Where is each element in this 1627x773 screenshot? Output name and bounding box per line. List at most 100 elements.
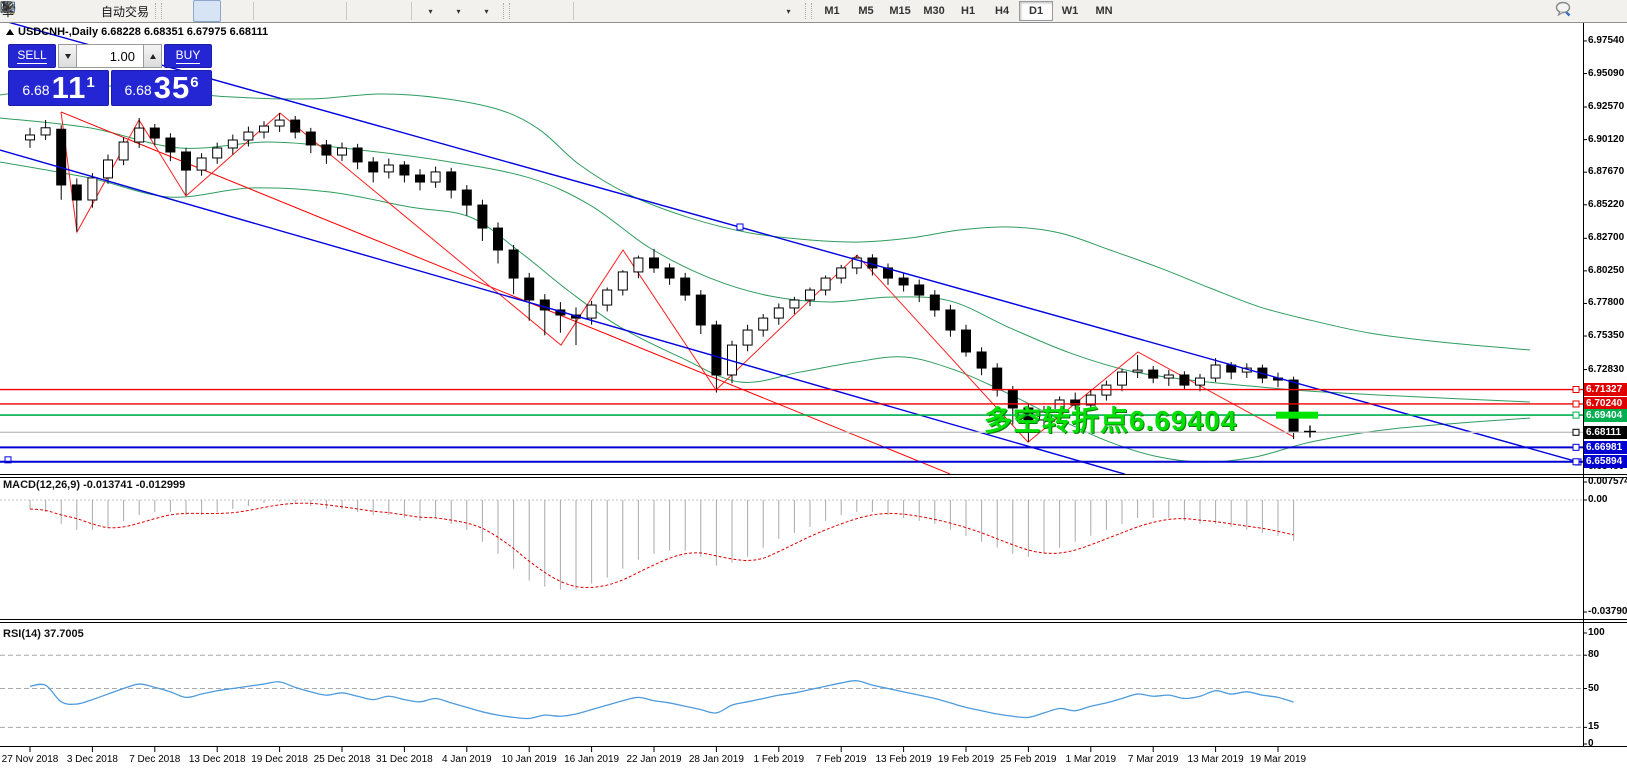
- candle: [415, 174, 425, 183]
- line-handle[interactable]: [1572, 400, 1580, 408]
- buy-button[interactable]: BUY: [164, 44, 212, 68]
- chart-shift-button[interactable]: [0, 0, 407, 22]
- equidistant-channel-tool-button[interactable]: E: [0, 0, 690, 22]
- indicators-button[interactable]: ▾: [1, 0, 444, 22]
- line-handle[interactable]: [1572, 458, 1580, 466]
- candle: [1070, 399, 1081, 406]
- line-handle[interactable]: [1572, 386, 1580, 394]
- chevron-down-icon: ▾: [428, 6, 433, 16]
- timeframe-button-m1[interactable]: M1: [824, 5, 840, 17]
- candle: [711, 324, 722, 376]
- toolbar-grip: [503, 3, 511, 19]
- trendline-tool-button[interactable]: [1, 0, 662, 22]
- timeframe-button-d1[interactable]: D1: [1019, 1, 1054, 21]
- candle: [165, 137, 176, 153]
- cursor-tool-button[interactable]: [3, 0, 541, 22]
- toolbar-separator: [573, 2, 575, 20]
- tile-windows-button[interactable]: [0, 0, 342, 22]
- horizontal-line-tool-button[interactable]: [1, 0, 634, 22]
- volume-increase-button[interactable]: [143, 44, 162, 68]
- timeframe-button-h4[interactable]: H4: [995, 5, 1010, 17]
- candle: [1148, 369, 1159, 379]
- sell-price-quote[interactable]: 6.68 11 1: [8, 70, 109, 106]
- candle: [321, 144, 332, 156]
- candle: [586, 304, 597, 319]
- price-axis-label: 6.97540: [1588, 34, 1625, 46]
- date-label: 7 Mar 2019: [1127, 754, 1179, 765]
- collapse-arrow-icon: [6, 29, 14, 35]
- trendline-handle[interactable]: [4, 456, 12, 464]
- price-tag: 6.69404: [1584, 408, 1627, 422]
- volume-input[interactable]: [77, 44, 143, 68]
- triangle-up-icon: [149, 53, 156, 59]
- price-tag: 6.68111: [1584, 425, 1627, 439]
- candle: [181, 151, 191, 171]
- line-handle[interactable]: [1572, 428, 1580, 436]
- candles: [25, 113, 1299, 443]
- candle: [1023, 407, 1034, 421]
- text-label-tool-button[interactable]: T: [1, 0, 774, 22]
- candle: [1163, 374, 1174, 379]
- timeframe-button-h1[interactable]: H1: [961, 5, 976, 17]
- price-tag: 6.71327: [1584, 383, 1627, 397]
- templates-button[interactable]: ▾: [1, 0, 500, 22]
- sell-button[interactable]: SELL: [8, 44, 56, 68]
- candle: [243, 131, 254, 141]
- macd-pane: [29, 500, 1295, 590]
- candle: [87, 177, 98, 201]
- text-tool-button[interactable]: A: [2, 0, 746, 22]
- cloud-icon[interactable]: [0, 0, 70, 22]
- timeframe-button-w1[interactable]: W1: [1061, 5, 1079, 17]
- timeframe-button-m30[interactable]: M30: [923, 5, 945, 17]
- timeframe-button-m15[interactable]: M15: [889, 5, 911, 17]
- candle: [290, 119, 301, 133]
- macd-scale-label: 0.00: [1588, 494, 1608, 505]
- crosshair-tool-button[interactable]: [1, 0, 569, 22]
- date-label: 28 Jan 2019: [688, 754, 744, 765]
- rsi-scale-label: 50: [1588, 682, 1600, 694]
- date-label: 25 Dec 2018: [313, 754, 371, 765]
- date-label: 1 Feb 2019: [753, 754, 805, 765]
- vertical-line-tool-button[interactable]: [4, 0, 606, 22]
- candle: [1117, 371, 1127, 386]
- date-label: 31 Dec 2018: [376, 754, 433, 765]
- line-handle[interactable]: [1572, 443, 1580, 451]
- timeframe-button-mn[interactable]: MN: [1095, 5, 1113, 17]
- buy-price-quote[interactable]: 6.68 35 6: [111, 70, 212, 106]
- candle: [649, 257, 659, 269]
- date-label: 7 Feb 2019: [815, 754, 867, 765]
- chat-icon[interactable]: [1555, 0, 1621, 22]
- candle: [337, 147, 347, 156]
- gold-icon[interactable]: [0, 0, 42, 22]
- price-tag: 6.70240: [1584, 397, 1627, 411]
- price-axis-label: 6.72830: [1588, 363, 1625, 375]
- candle: [149, 127, 160, 139]
- bar-chart-button[interactable]: [1, 0, 193, 22]
- timeframe-button-m5[interactable]: M5: [858, 5, 874, 17]
- toolbar-grip: [805, 3, 813, 19]
- volume-decrease-button[interactable]: [58, 44, 77, 68]
- price-tag: 6.66981: [1584, 440, 1627, 454]
- line-chart-button[interactable]: [0, 0, 249, 22]
- line-handle[interactable]: [1572, 411, 1580, 419]
- rsi-indicator-label: RSI(14) 37.7005: [3, 628, 84, 640]
- toolbar-separator: [253, 2, 255, 20]
- arrows-tool-button[interactable]: ▾: [1, 0, 802, 22]
- autotrading-button[interactable]: 自动交易: [0, 0, 152, 22]
- fibonacci-tool-button[interactable]: F: [1, 0, 718, 22]
- date-label: 4 Jan 2019: [442, 754, 492, 765]
- periods-button[interactable]: ▾: [1, 0, 472, 22]
- zoom-out-button[interactable]: [1, 0, 314, 22]
- candle: [196, 157, 207, 171]
- trendline-handle[interactable]: [736, 223, 744, 231]
- zoom-in-button[interactable]: [1, 0, 286, 22]
- auto-scroll-button[interactable]: [0, 0, 379, 22]
- price-axis-label: 6.77800: [1588, 297, 1625, 309]
- signal-icon[interactable]: [1, 0, 98, 22]
- buy-price-prefix: 6.68: [124, 82, 152, 98]
- candle: [945, 309, 956, 331]
- candlestick-chart-button[interactable]: [1, 0, 222, 22]
- candle: [1195, 377, 1205, 386]
- date-label: 1 Mar 2019: [1065, 754, 1117, 765]
